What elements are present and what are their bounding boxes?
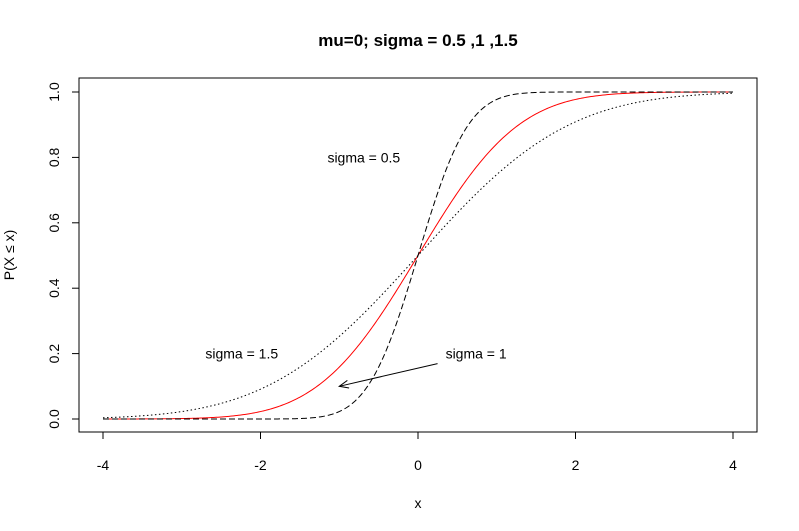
annotation-label: sigma = 1.5 bbox=[205, 346, 278, 362]
y-tick-label: 0.8 bbox=[46, 147, 62, 167]
series-layer bbox=[102, 91, 734, 420]
series-line-sigma-1-5 bbox=[102, 92, 734, 419]
annotation-label: sigma = 0.5 bbox=[327, 149, 400, 165]
x-tick-label: 0 bbox=[414, 457, 422, 473]
y-tick-label: 0.6 bbox=[46, 213, 62, 233]
x-axis: -4 -2 0 2 4 bbox=[97, 431, 737, 473]
y-tick-label: 0.2 bbox=[46, 344, 62, 364]
y-tick-label: 0.0 bbox=[46, 409, 62, 429]
x-axis-label: x bbox=[415, 495, 422, 511]
y-axis-label: P(X ≤ x) bbox=[1, 230, 17, 280]
annotation-layer: sigma = 0.5 sigma = 1.5 sigma = 1 bbox=[205, 149, 507, 389]
arrow-head bbox=[337, 380, 350, 389]
y-axis: 0.0 0.2 0.4 0.6 0.8 1.0 bbox=[46, 82, 80, 429]
y-tick-label: 0.4 bbox=[46, 278, 62, 298]
y-tick-label: 1.0 bbox=[46, 82, 62, 102]
x-tick-label: 2 bbox=[572, 457, 580, 473]
chart-title: mu=0; sigma = 0.5 ,1 ,1.5 bbox=[318, 31, 517, 50]
x-tick-label: -4 bbox=[97, 457, 110, 473]
x-tick-label: -2 bbox=[254, 457, 267, 473]
annotation-label: sigma = 1 bbox=[446, 346, 507, 362]
annotation-arrow bbox=[339, 363, 438, 387]
x-tick-label: 4 bbox=[729, 457, 737, 473]
